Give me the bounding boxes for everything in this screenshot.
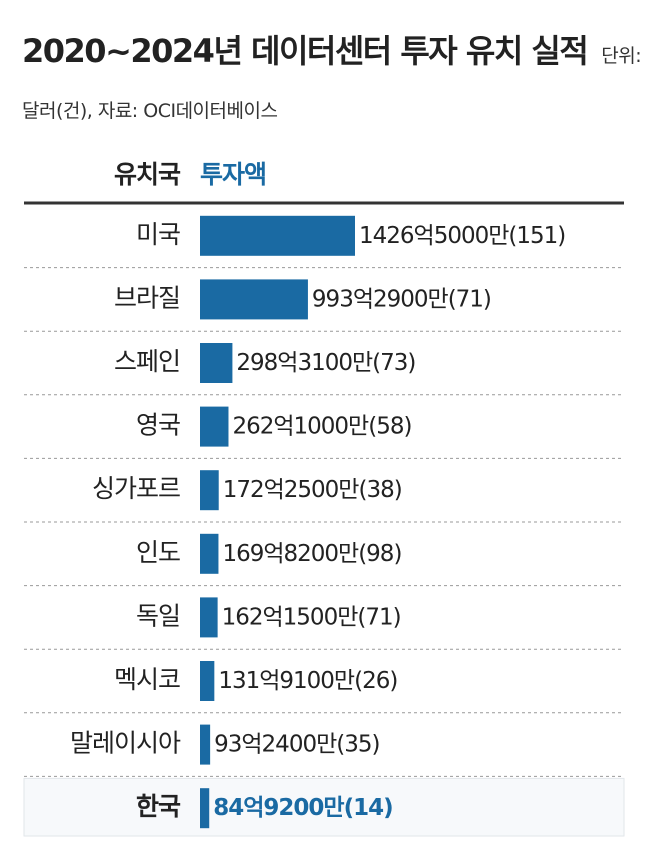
value-label: 131억9100만(26)	[218, 668, 397, 694]
amount-label: 131억9100만	[218, 668, 355, 694]
category-label: 미국	[136, 220, 180, 249]
amount-label: 993억2900만	[312, 286, 449, 312]
amount-label: 84억9200만	[213, 795, 344, 821]
count-label: (14)	[344, 795, 393, 821]
category-label: 영국	[136, 411, 180, 440]
count-label: (151)	[508, 222, 565, 248]
count-label: (73)	[372, 350, 415, 376]
highlight-row	[23, 777, 625, 837]
count-label: (26)	[354, 668, 397, 694]
bar	[200, 724, 211, 765]
chart-title: 2020~2024년 데이터센터 투자 유치 실적	[22, 32, 589, 70]
amount-label: 169억8200만	[222, 540, 359, 566]
value-label: 298억3100만(73)	[236, 350, 415, 376]
category-label: 브라질	[114, 283, 180, 312]
count-label: (38)	[358, 477, 401, 503]
category-label: 말레이시아	[70, 729, 181, 758]
category-label: 멕시코	[114, 665, 180, 694]
value-label: 993억2900만(71)	[312, 286, 491, 312]
value-label: 169억8200만(98)	[222, 540, 401, 566]
category-label: 한국	[136, 792, 181, 821]
bar	[200, 661, 215, 701]
amount-label: 1426억5000만	[359, 222, 509, 248]
count-label: (98)	[358, 540, 401, 566]
bar	[200, 533, 219, 574]
count-label: (35)	[336, 731, 379, 757]
bar	[200, 215, 355, 256]
category-label: 인도	[136, 538, 180, 567]
bar	[200, 279, 308, 320]
bar	[200, 343, 233, 383]
category-header: 유치국	[114, 160, 181, 189]
amount-label: 172억2500만	[223, 477, 360, 503]
bar	[200, 406, 229, 447]
amount-label: 93억2400만	[214, 731, 337, 757]
value-label: 262억1000만(58)	[232, 413, 411, 439]
subtitle: 단위: 달러(건), 자료: OCI데이터베이스	[22, 45, 642, 122]
value-label: 162억1500만(71)	[222, 604, 401, 630]
bar	[200, 788, 210, 829]
bar	[200, 470, 219, 511]
bar	[200, 597, 218, 638]
amount-label: 298억3100만	[236, 350, 373, 376]
category-label: 독일	[136, 601, 180, 630]
amount-label: 162억1500만	[222, 604, 359, 630]
category-label: 스페인	[114, 347, 180, 376]
category-label: 싱가포르	[92, 474, 180, 503]
amount-label: 262억1000만	[232, 413, 369, 439]
count-label: (71)	[448, 286, 491, 312]
count-label: (71)	[357, 604, 400, 630]
value-label: 1426억5000만(151)	[359, 222, 565, 248]
value-header: 투자액	[200, 160, 266, 189]
value-label: 84억9200만(14)	[213, 795, 392, 821]
value-label: 93억2400만(35)	[214, 731, 379, 757]
value-label: 172억2500만(38)	[223, 477, 402, 503]
title-block: 2020~2024년 데이터센터 투자 유치 실적 단위: 달러(건), 자료: …	[22, 26, 642, 136]
count-label: (58)	[368, 413, 411, 439]
